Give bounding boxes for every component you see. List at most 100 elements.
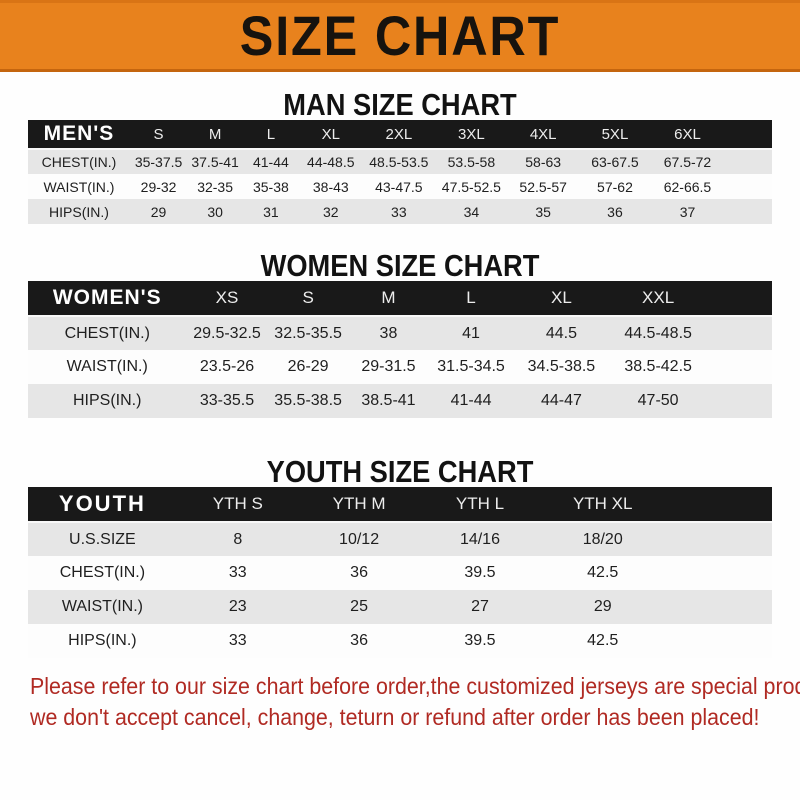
men-col-header-m: M	[187, 120, 243, 150]
footer-line-2: we don't accept cancel, change, teturn o…	[30, 704, 760, 730]
size-cell: 23.5-26	[186, 350, 268, 384]
banner-title: SIZE CHART	[239, 4, 561, 67]
row-label: HIPS(IN.)	[28, 384, 187, 418]
size-cell: 39.5	[419, 624, 541, 658]
youth-header-filler	[664, 487, 772, 523]
size-cell: 33	[362, 199, 435, 224]
youth-section-title: YOUTH SIZE CHART	[266, 454, 534, 489]
row-filler	[664, 624, 772, 658]
size-cell: 44-47	[513, 384, 610, 418]
size-cell: 18/20	[540, 522, 665, 556]
banner: SIZE CHART	[0, 0, 800, 72]
men-header-filler	[723, 120, 772, 150]
men-corner-label: MEN'S	[28, 120, 130, 150]
size-cell: 34.5-38.5	[513, 350, 610, 384]
men-col-header-5xl: 5XL	[578, 120, 652, 150]
size-cell: 23	[176, 590, 299, 624]
youth-header-row: YOUTH YTH S YTH M YTH L YTH XL	[28, 487, 772, 523]
youth-col-header-xl: YTH XL	[540, 487, 665, 523]
size-cell: 29-31.5	[348, 350, 429, 384]
size-cell: 38	[348, 316, 429, 350]
size-cell: 38.5-42.5	[609, 350, 708, 384]
row-filler	[723, 199, 772, 224]
size-cell: 32.5-35.5	[267, 316, 349, 350]
size-cell: 47-50	[609, 384, 708, 418]
row-filler	[707, 350, 772, 384]
youth-col-header-l: YTH L	[419, 487, 541, 523]
women-size-table: WOMEN'S XS S M L XL XXL CHEST(IN.) 29.5-…	[28, 281, 772, 418]
size-cell: 27	[419, 590, 541, 624]
size-cell: 30	[187, 199, 243, 224]
size-cell: 43-47.5	[362, 174, 435, 199]
youth-size-table: YOUTH YTH S YTH M YTH L YTH XL U.S.SIZE …	[28, 487, 772, 658]
size-cell: 58-63	[507, 149, 579, 174]
women-waist-row: WAIST(IN.) 23.5-26 26-29 29-31.5 31.5-34…	[28, 350, 772, 384]
size-cell: 36	[298, 556, 420, 590]
men-col-header-3xl: 3XL	[434, 120, 508, 150]
women-col-header-l: L	[428, 281, 514, 317]
size-cell: 39.5	[419, 556, 541, 590]
size-cell: 35-38	[243, 174, 299, 199]
row-label: CHEST(IN.)	[28, 149, 130, 174]
row-label: HIPS(IN.)	[28, 624, 177, 658]
youth-col-header-s: YTH S	[176, 487, 299, 523]
size-cell: 62-66.5	[651, 174, 724, 199]
size-cell: 38.5-41	[348, 384, 429, 418]
men-section: MAN SIZE CHART MEN'S S M L XL 2XL 3XL 4X…	[0, 89, 800, 224]
men-col-header-4xl: 4XL	[507, 120, 579, 150]
size-cell: 26-29	[267, 350, 349, 384]
row-filler	[664, 556, 772, 590]
row-label: CHEST(IN.)	[28, 556, 177, 590]
size-cell: 32-35	[187, 174, 243, 199]
size-cell: 41-44	[428, 384, 514, 418]
size-cell: 35.5-38.5	[267, 384, 349, 418]
women-section: WOMEN SIZE CHART WOMEN'S XS S M L XL XXL	[0, 250, 800, 418]
youth-ussize-row: U.S.SIZE 8 10/12 14/16 18/20	[28, 522, 772, 556]
size-cell: 33	[176, 624, 299, 658]
row-filler	[723, 174, 772, 199]
men-size-table: MEN'S S M L XL 2XL 3XL 4XL 5XL 6XL CHEST…	[28, 120, 772, 224]
men-header-row: MEN'S S M L XL 2XL 3XL 4XL 5XL 6XL	[28, 120, 772, 150]
row-label: U.S.SIZE	[28, 522, 177, 556]
youth-hips-row: HIPS(IN.) 33 36 39.5 42.5	[28, 624, 772, 658]
youth-col-header-m: YTH M	[298, 487, 420, 523]
size-cell: 36	[298, 624, 420, 658]
size-cell: 44.5-48.5	[609, 316, 708, 350]
row-filler	[664, 522, 772, 556]
size-cell: 37.5-41	[187, 149, 243, 174]
size-cell: 32	[298, 199, 363, 224]
size-cell: 33-35.5	[186, 384, 268, 418]
size-cell: 38-43	[298, 174, 363, 199]
size-cell: 37	[651, 199, 724, 224]
women-col-header-xl: XL	[513, 281, 610, 317]
men-chest-row: CHEST(IN.) 35-37.5 37.5-41 41-44 44-48.5…	[28, 149, 772, 174]
women-col-header-m: M	[348, 281, 429, 317]
size-cell: 44.5	[513, 316, 610, 350]
row-label: WAIST(IN.)	[28, 350, 187, 384]
size-cell: 31.5-34.5	[428, 350, 514, 384]
size-cell: 35	[507, 199, 579, 224]
size-cell: 29-32	[129, 174, 188, 199]
size-cell: 48.5-53.5	[362, 149, 435, 174]
size-cell: 8	[176, 522, 299, 556]
youth-waist-row: WAIST(IN.) 23 25 27 29	[28, 590, 772, 624]
size-cell: 63-67.5	[578, 149, 652, 174]
footer-note: Please refer to our size chart before or…	[30, 671, 800, 733]
row-label: WAIST(IN.)	[28, 590, 177, 624]
women-hips-row: HIPS(IN.) 33-35.5 35.5-38.5 38.5-41 41-4…	[28, 384, 772, 418]
women-chest-row: CHEST(IN.) 29.5-32.5 32.5-35.5 38 41 44.…	[28, 316, 772, 350]
men-col-header-l: L	[243, 120, 299, 150]
women-col-header-s: S	[267, 281, 349, 317]
youth-chest-row: CHEST(IN.) 33 36 39.5 42.5	[28, 556, 772, 590]
size-cell: 10/12	[298, 522, 420, 556]
size-cell: 53.5-58	[434, 149, 508, 174]
size-cell: 44-48.5	[298, 149, 363, 174]
size-cell: 34	[434, 199, 508, 224]
row-label: CHEST(IN.)	[28, 316, 187, 350]
size-cell: 52.5-57	[507, 174, 579, 199]
row-label: WAIST(IN.)	[28, 174, 130, 199]
size-cell: 67.5-72	[651, 149, 724, 174]
size-cell: 42.5	[540, 624, 665, 658]
size-cell: 42.5	[540, 556, 665, 590]
